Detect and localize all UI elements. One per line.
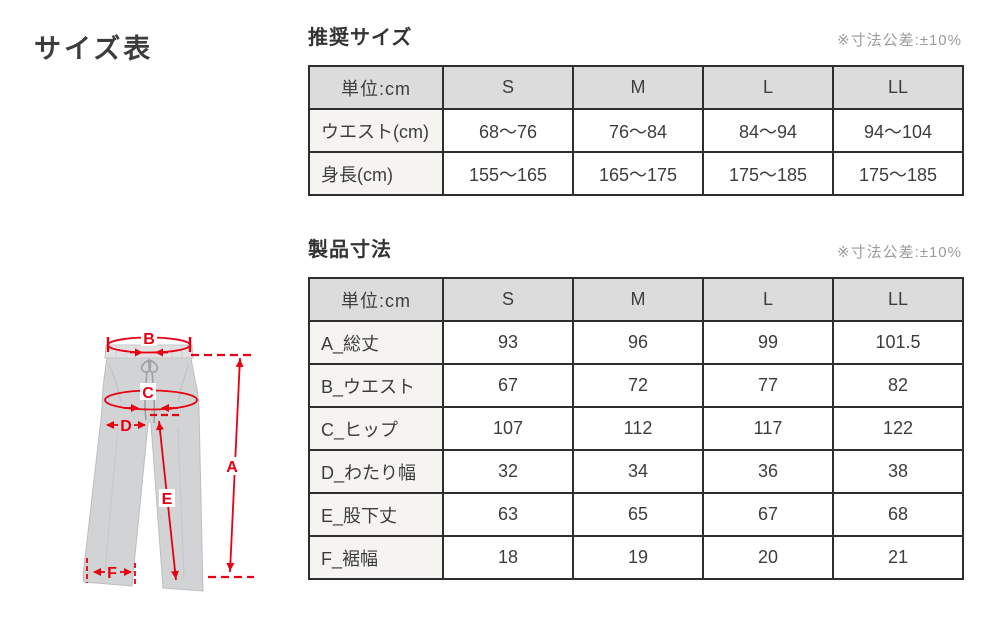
table-cell: 68〜76 <box>442 108 574 153</box>
table-cell: 165〜175 <box>572 151 704 196</box>
table-cell: 34 <box>572 449 704 494</box>
table-cell: 122 <box>832 406 964 451</box>
label-d: D <box>120 418 132 435</box>
row-label-cell: B_ウエスト <box>308 363 444 408</box>
row-label-cell: C_ヒップ <box>308 406 444 451</box>
measurement-annotations: B C D E A <box>86 330 256 587</box>
pants-crease-left <box>104 427 119 571</box>
table-cell: 96 <box>572 320 704 365</box>
table-cell: 77 <box>702 363 834 408</box>
table-cell: 72 <box>572 363 704 408</box>
pants-illustration <box>82 344 204 592</box>
recommended-size-section: 推奨サイズ ※寸法公差:±10% 単位:cm S M L LL ウエスト(cm)… <box>308 24 964 196</box>
size-col-l: L <box>702 277 834 322</box>
table-cell: 94〜104 <box>832 108 964 153</box>
table-row-total-length: A_総丈 93 96 99 101.5 <box>308 320 964 365</box>
row-label-cell: ウエスト(cm) <box>308 108 444 153</box>
table-cell: 101.5 <box>832 320 964 365</box>
pants-pocket-left <box>108 363 122 403</box>
label-f: F <box>107 565 117 582</box>
table-row-hip: C_ヒップ 107 112 117 122 <box>308 406 964 451</box>
size-col-ll: LL <box>832 277 964 322</box>
measure-b-waist: B <box>106 330 192 357</box>
waistband <box>104 344 194 359</box>
table-cell: 36 <box>702 449 834 494</box>
size-col-m: M <box>572 277 704 322</box>
product-dimensions-table: 単位:cm S M L LL A_総丈 93 96 99 101.5 B_ウエス… <box>308 277 964 580</box>
tolerance-note-product: ※寸法公差:±10% <box>837 244 962 261</box>
product-dimensions-heading: 製品寸法 <box>308 239 392 261</box>
pants-body <box>82 357 204 592</box>
pants-crease-right <box>177 427 185 579</box>
table-header-row: 単位:cm S M L LL <box>308 277 964 322</box>
pants-pocket-right <box>177 363 190 403</box>
table-cell: 38 <box>832 449 964 494</box>
row-label-cell: E_股下丈 <box>308 492 444 537</box>
table-cell: 99 <box>702 320 834 365</box>
table-cell: 175〜185 <box>702 151 834 196</box>
table-cell: 82 <box>832 363 964 408</box>
recommended-size-heading: 推奨サイズ <box>308 27 413 49</box>
row-label-cell: F_裾幅 <box>308 535 444 580</box>
table-cell: 107 <box>442 406 574 451</box>
table-cell: 76〜84 <box>572 108 704 153</box>
size-col-ll: LL <box>832 65 964 110</box>
table-row-waist: B_ウエスト 67 72 77 82 <box>308 363 964 408</box>
table-header-row: 単位:cm S M L LL <box>308 65 964 110</box>
size-col-s: S <box>442 277 574 322</box>
tolerance-note-recommended: ※寸法公差:±10% <box>837 32 962 49</box>
table-cell: 21 <box>832 535 964 580</box>
table-cell: 112 <box>572 406 704 451</box>
table-cell: 67 <box>702 492 834 537</box>
table-cell: 63 <box>442 492 574 537</box>
product-dimensions-section: 製品寸法 ※寸法公差:±10% 単位:cm S M L LL A_総丈 93 9… <box>308 236 964 580</box>
table-cell: 175〜185 <box>832 151 964 196</box>
table-cell: 67 <box>442 363 574 408</box>
unit-header-cell: 単位:cm <box>308 65 444 110</box>
label-c: C <box>142 385 154 402</box>
table-row-height: 身長(cm) 155〜165 165〜175 175〜185 175〜185 <box>308 151 964 196</box>
size-col-m: M <box>572 65 704 110</box>
table-cell: 117 <box>702 406 834 451</box>
table-cell: 84〜94 <box>702 108 834 153</box>
measure-a-total-length: A <box>191 353 256 579</box>
table-cell: 19 <box>572 535 704 580</box>
recommended-size-header: 推奨サイズ ※寸法公差:±10% <box>308 24 962 52</box>
measure-e-inseam: E <box>150 413 182 581</box>
measure-f-hem: F <box>86 558 136 587</box>
measure-d-thigh: D <box>106 418 146 435</box>
label-e: E <box>162 491 173 508</box>
pants-measurement-diagram: B C D E A <box>82 330 256 592</box>
product-dimensions-header: 製品寸法 ※寸法公差:±10% <box>308 236 962 264</box>
row-label-cell: D_わたり幅 <box>308 449 444 494</box>
size-col-l: L <box>702 65 834 110</box>
table-cell: 65 <box>572 492 704 537</box>
table-cell: 20 <box>702 535 834 580</box>
measure-c-hip: C <box>104 383 198 412</box>
table-row-thigh-width: D_わたり幅 32 34 36 38 <box>308 449 964 494</box>
table-row-waist: ウエスト(cm) 68〜76 76〜84 84〜94 94〜104 <box>308 108 964 153</box>
row-label-cell: 身長(cm) <box>308 151 444 196</box>
table-cell: 68 <box>832 492 964 537</box>
table-cell: 93 <box>442 320 574 365</box>
page-title: サイズ表 <box>34 34 154 64</box>
label-a: A <box>226 459 238 476</box>
row-label-cell: A_総丈 <box>308 320 444 365</box>
table-cell: 155〜165 <box>442 151 574 196</box>
unit-header-cell: 単位:cm <box>308 277 444 322</box>
table-cell: 18 <box>442 535 574 580</box>
size-col-s: S <box>442 65 574 110</box>
table-cell: 32 <box>442 449 574 494</box>
table-row-inseam: E_股下丈 63 65 67 68 <box>308 492 964 537</box>
table-row-hem-width: F_裾幅 18 19 20 21 <box>308 535 964 580</box>
recommended-size-table: 単位:cm S M L LL ウエスト(cm) 68〜76 76〜84 84〜9… <box>308 65 964 196</box>
label-b: B <box>143 331 155 348</box>
